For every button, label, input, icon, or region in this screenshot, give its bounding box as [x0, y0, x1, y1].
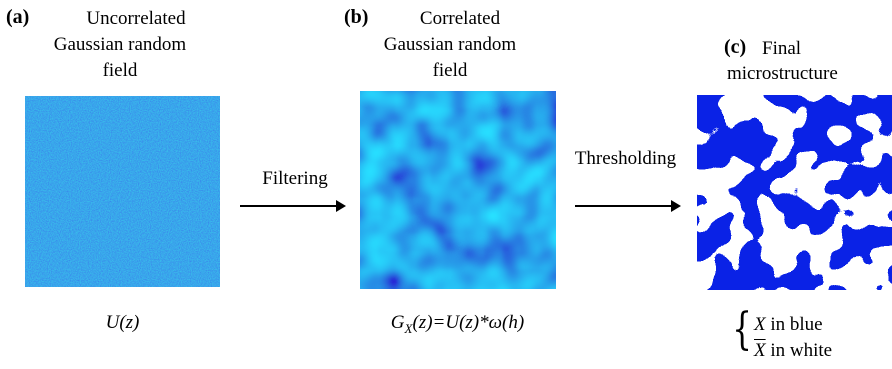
formula-g-rest: (z)=U(z)*ω(h) — [412, 312, 525, 333]
panel-c-title-2: microstructure — [727, 63, 838, 84]
microstructure-image — [697, 95, 892, 290]
panel-a-label: (a) — [6, 6, 30, 28]
panel-b-label: (b) — [344, 6, 369, 28]
legend-brace: { — [732, 304, 752, 355]
panel-c-label: (c) — [724, 36, 747, 58]
legend-xbar: X in white — [754, 338, 832, 363]
uncorrelated-field-image — [25, 96, 220, 287]
formula-g: GX(z)=U(z)*ω(h) — [350, 312, 565, 337]
thresholding-arrow — [575, 200, 681, 212]
panel-c-title-1: Final — [762, 38, 802, 59]
formula-u: U(z) — [105, 312, 140, 333]
panel-b-title-1: Correlated — [419, 8, 501, 29]
formula-g-main: G — [390, 312, 405, 333]
panel-a-title-3: field — [102, 60, 138, 81]
legend-x-text: in blue — [765, 314, 823, 335]
correlated-field-image — [360, 91, 556, 289]
panel-b-title-3: field — [432, 60, 468, 81]
panel-a-title-2: Gaussian random — [53, 34, 187, 55]
filtering-arrow — [240, 200, 346, 212]
panel-a-title-line: Uncorrelated — [86, 8, 186, 29]
thresholding-label: Thresholding — [574, 148, 677, 169]
panel-b-title-2: Gaussian random — [383, 34, 517, 55]
legend-xbar-symbol: X — [754, 340, 766, 361]
panel-a-title: Uncorrelated — [36, 6, 236, 31]
formula-g-sub: X — [404, 320, 413, 336]
legend-xbar-text: in white — [765, 340, 833, 361]
filtering-label: Filtering — [262, 168, 328, 189]
legend-x-symbol: X — [754, 314, 766, 335]
legend-x: X in blue — [754, 312, 823, 337]
